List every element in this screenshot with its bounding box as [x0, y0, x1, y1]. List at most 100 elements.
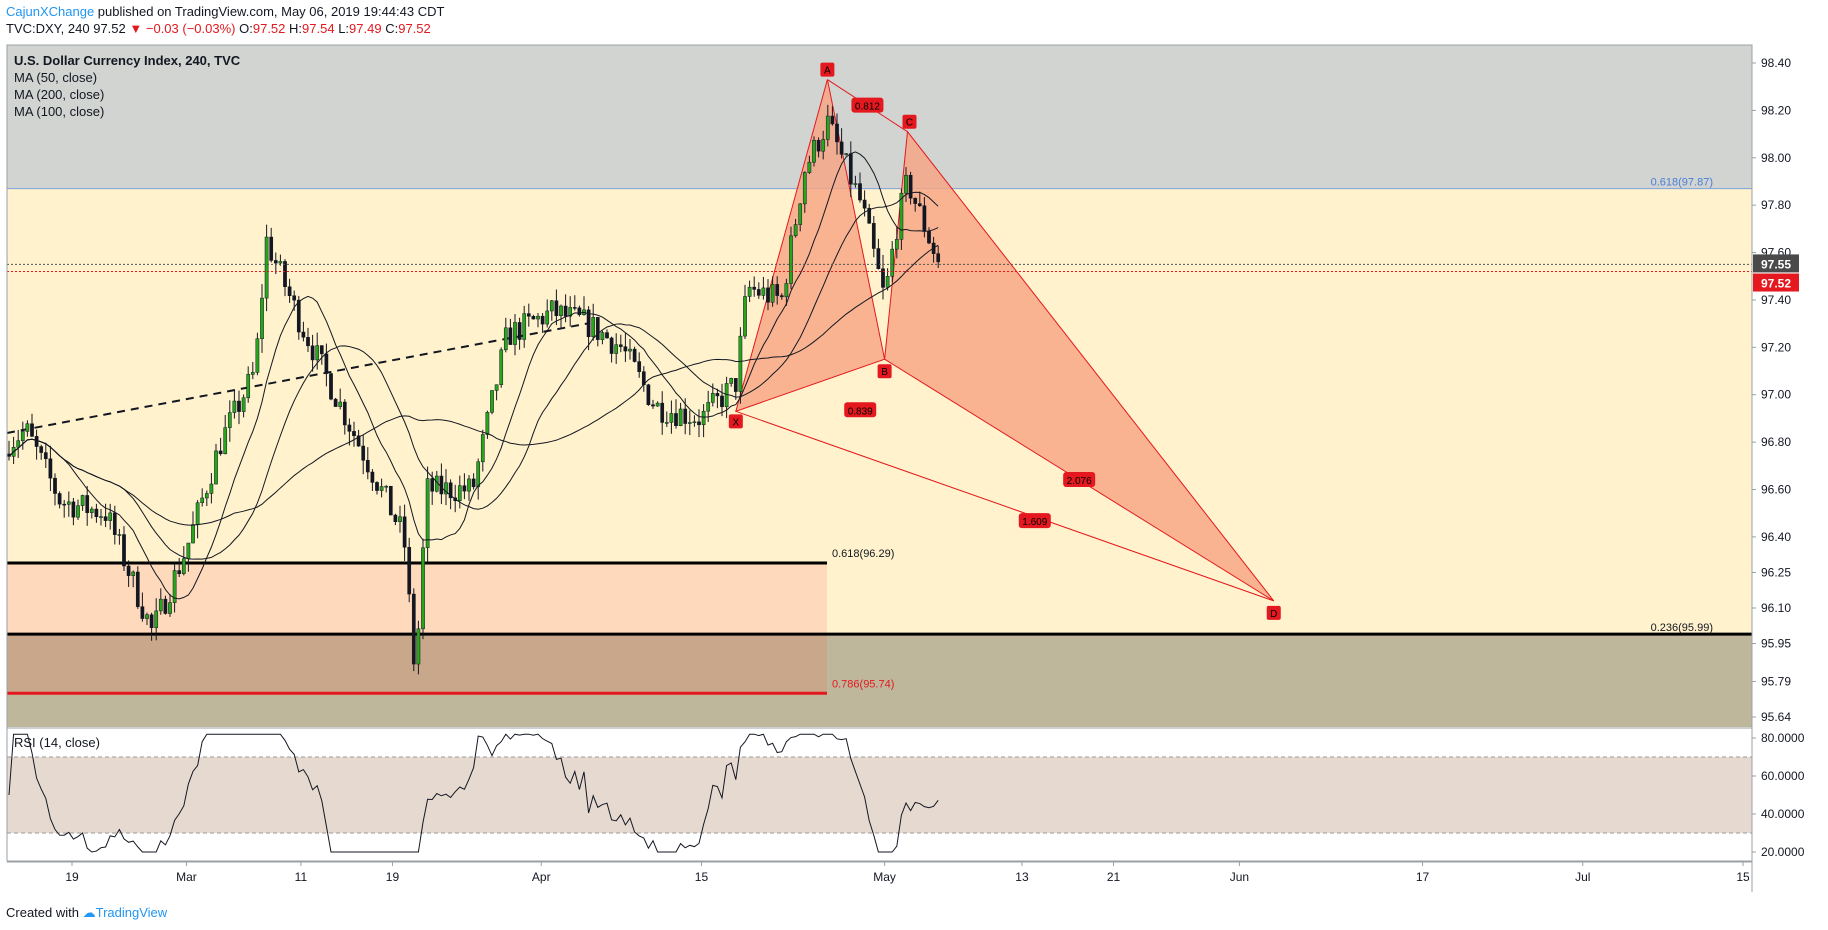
candle-body — [135, 571, 140, 607]
candle-body — [223, 427, 228, 455]
candle-body — [462, 485, 467, 492]
footer-brand[interactable]: TradingView — [95, 905, 168, 920]
author-link[interactable]: CajunXChange — [6, 4, 95, 19]
candle-body — [448, 482, 453, 499]
candle-body — [112, 512, 117, 535]
close-price-marker — [1753, 254, 1799, 273]
pattern-point-d: D — [1270, 609, 1277, 620]
candle-body — [775, 284, 780, 296]
candle-body — [241, 397, 246, 412]
candle-body — [430, 478, 435, 492]
rsi-series — [8, 733, 939, 853]
price-tick-label: 96.10 — [1761, 601, 1791, 615]
candle-body — [687, 422, 692, 424]
candle-body — [168, 602, 172, 614]
close-label: C: — [385, 21, 399, 36]
price-tick-label: 98.20 — [1761, 103, 1791, 117]
price-change: ▼ −0.03 (−0.03%) — [129, 21, 236, 36]
candle-body — [218, 450, 223, 455]
publish-info: CajunXChange published on TradingView.co… — [6, 4, 444, 19]
candle-body — [485, 412, 490, 435]
candle-body — [94, 508, 99, 518]
price-tick-label: 97.80 — [1761, 198, 1791, 212]
candle-body — [802, 172, 807, 205]
candle-body — [490, 390, 494, 413]
candle-body — [398, 516, 402, 523]
ma-200-line — [8, 244, 939, 526]
candle-body — [637, 361, 642, 372]
candle-body — [301, 331, 306, 338]
rsi-band — [7, 757, 1752, 833]
time-tick-label: 15 — [1736, 870, 1750, 884]
candle-body — [402, 516, 407, 548]
candle-body — [269, 236, 274, 261]
candle-body — [53, 477, 57, 494]
candle-body — [697, 421, 701, 426]
candle-body — [80, 495, 85, 506]
candle-body — [747, 286, 752, 297]
price-tick-label: 98.40 — [1761, 56, 1791, 70]
candle-body — [471, 478, 476, 488]
candle-body — [572, 307, 577, 309]
candle-body — [807, 161, 812, 173]
candle-body — [278, 261, 283, 264]
candle-body — [66, 501, 71, 505]
candle-body — [181, 558, 186, 574]
candle-body — [825, 115, 830, 140]
candle-body — [508, 327, 513, 345]
candle-body — [660, 402, 665, 423]
candle-body — [839, 141, 844, 155]
publish-text: published on TradingView.com, May 06, 20… — [94, 4, 445, 19]
price-tick-label: 95.79 — [1761, 674, 1791, 688]
time-tick-label: 17 — [1416, 870, 1430, 884]
candle-body — [586, 309, 591, 338]
candle-body — [494, 384, 499, 391]
rsi-tick-label: 20.0000 — [1761, 845, 1805, 859]
candle-body — [108, 512, 113, 521]
fib-label-97-87: 0.618(97.87) — [1651, 177, 1713, 189]
candle-body — [577, 307, 582, 316]
pattern-xd-line — [735, 410, 1274, 602]
legend-ma200: MA (200, close) — [14, 87, 105, 102]
candle-body — [623, 346, 628, 352]
candle-body — [158, 598, 163, 612]
candle-body — [692, 421, 697, 424]
ratio-label: 1.609 — [1022, 517, 1047, 528]
pattern-point-badge — [902, 114, 917, 129]
ratio-label: 2.076 — [1067, 476, 1092, 487]
candle-body — [310, 345, 315, 361]
tradingview-logo-icon: ☁ — [82, 905, 96, 920]
price-tick-label: 96.60 — [1761, 483, 1791, 497]
candle-body — [632, 348, 637, 362]
candle-body — [43, 452, 48, 460]
candle-body — [457, 485, 462, 502]
candle-body — [264, 236, 269, 299]
candle-body — [200, 497, 205, 504]
candle-body — [296, 299, 301, 333]
pattern-point-x: X — [732, 417, 739, 428]
candle-body — [526, 313, 531, 317]
candle-body — [766, 287, 770, 303]
candle-body — [411, 593, 416, 665]
candle-body — [733, 378, 738, 392]
candle-body — [324, 353, 329, 374]
candle-body — [177, 570, 182, 574]
candle-body — [287, 286, 292, 296]
candle-body — [517, 322, 522, 340]
candle-body — [30, 423, 34, 437]
candle-body — [103, 516, 108, 521]
time-tick-label: Mar — [176, 870, 197, 884]
legend-ma50: MA (50, close) — [14, 70, 98, 85]
candle-body — [871, 223, 876, 249]
high-label: H: — [289, 21, 303, 36]
pattern-point-badge — [820, 62, 835, 77]
pattern-point-badge — [728, 414, 743, 429]
candle-body — [605, 332, 609, 339]
rsi-tick-label: 40.0000 — [1761, 807, 1805, 821]
candle-body — [885, 276, 890, 288]
candle-body — [549, 300, 554, 312]
candle-body — [476, 461, 481, 488]
candle-body — [559, 305, 563, 316]
last-price-marker — [1753, 273, 1799, 292]
